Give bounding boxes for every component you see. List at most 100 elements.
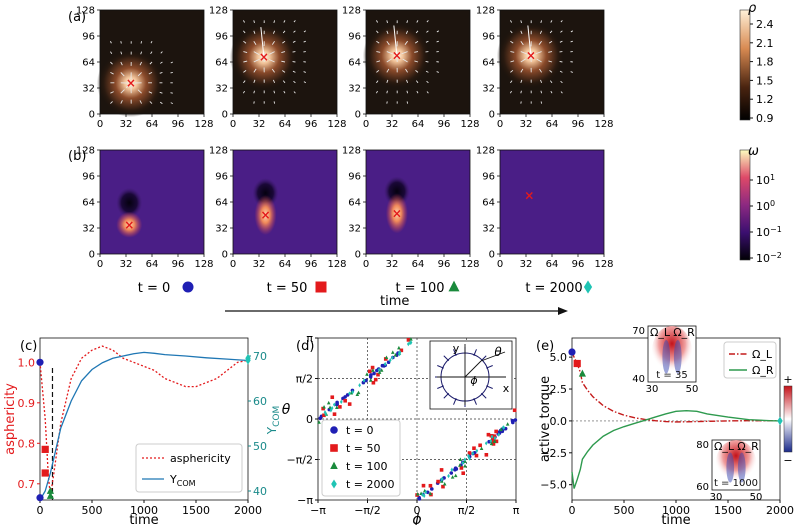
x-tick-label: −π: [310, 504, 326, 517]
velocity-arrow: [386, 68, 390, 73]
center-marker: ×: [126, 76, 136, 90]
velocity-arrow: [376, 90, 378, 94]
vorticity-xtick: 64: [146, 259, 159, 270]
y-tick-label: 0.7: [18, 478, 36, 491]
vorticity-xtick: 64: [279, 259, 292, 270]
scatter-point: [415, 492, 420, 496]
omega-tick: 101: [756, 173, 775, 187]
vorticity-xtick: 96: [172, 259, 185, 270]
velocity-arrow: [243, 51, 248, 54]
velocity-arrow: [376, 51, 381, 53]
scatter-point: [379, 368, 384, 372]
density-snapshots: ×00323264649696128128×003232646496961281…: [76, 6, 614, 131]
snapshot-label: t = 100: [395, 281, 444, 296]
velocity-arrow: [273, 20, 276, 23]
vorticity-ytick: 128: [209, 146, 228, 157]
inset-left-label: Ω_L: [714, 440, 735, 453]
scatter-point: [358, 383, 361, 388]
density-ytick: 32: [482, 84, 495, 95]
density-ytick: 32: [348, 84, 361, 95]
scatter-point: [343, 395, 347, 399]
velocity-arrow: [425, 40, 429, 43]
velocity-arrow: [426, 20, 429, 23]
scatter-point: [428, 483, 433, 488]
scatter-point: [484, 441, 488, 446]
scatter-point: [449, 471, 454, 475]
velocity-arrow: [415, 80, 419, 84]
velocity-arrow: [401, 51, 408, 55]
scatter-point: [371, 368, 375, 372]
scatter-point: [368, 374, 373, 379]
inset-arrow: [486, 385, 493, 389]
velocity-arrow: [271, 40, 275, 45]
density-ytick: 128: [209, 6, 228, 17]
y-axis-label: active torque: [538, 376, 553, 462]
vorticity-center-marker: ×: [124, 218, 134, 232]
vorticity-ytick: 0: [489, 250, 495, 261]
vorticity-panel: × 00 32 32 64 64 96 96 128 128: [476, 146, 614, 271]
vorticity-xtick: 128: [594, 259, 613, 270]
velocity-arrow: [520, 79, 523, 83]
velocity-arrow: [548, 51, 553, 53]
velocity-arrow: [120, 51, 123, 55]
omega-symbol: ω: [748, 144, 759, 159]
direction-arrow: [393, 25, 398, 56]
velocity-arrow: [510, 51, 515, 53]
velocity-arrow: [436, 30, 440, 33]
velocity-arrow: [120, 100, 123, 104]
density-ytick: 0: [489, 110, 495, 121]
y-tick-label: −5.0: [540, 479, 567, 492]
time-marker: [578, 369, 586, 377]
velocity-arrow: [406, 79, 409, 83]
vorticity-xtick: 64: [412, 259, 425, 270]
velocity-arrow: [376, 80, 379, 84]
velocity-arrow: [281, 60, 286, 63]
x-tick-label: π: [513, 504, 520, 517]
velocity-arrow: [539, 30, 543, 34]
y-tick-label: 0: [306, 413, 313, 426]
scatter-point: [370, 365, 375, 370]
scatter-point: [489, 438, 493, 444]
density-ytick: 64: [348, 58, 361, 69]
velocity-arrow: [293, 80, 296, 84]
density-xtick: 64: [412, 119, 425, 130]
legend-label: Ω_R: [752, 364, 774, 377]
scatter-point: [381, 363, 386, 368]
density-xtick: 64: [146, 119, 159, 130]
velocity-arrow: [273, 90, 276, 94]
x-axis-label: ϕ: [412, 512, 421, 525]
inset-heatmap-red: [715, 440, 757, 485]
velocity-arrow: [253, 58, 260, 63]
vorticity-center-marker: ×: [392, 206, 402, 220]
y2-tick-label: 70: [253, 350, 267, 363]
velocity-arrow: [520, 40, 524, 46]
scatter-point: [497, 432, 501, 437]
vorticity-background: [500, 150, 604, 254]
direction-arrow: [260, 27, 265, 58]
vorticity-ytick: 96: [348, 172, 361, 183]
rho-colorbar: ρ 2.4 2.1 1.8 1.5 1.2 0.9: [739, 1, 774, 125]
inset-ytick: 40: [632, 374, 645, 385]
y-tick-label: π: [306, 332, 313, 345]
vorticity-ytick: 0: [222, 250, 228, 261]
velocity-arrow: [137, 89, 142, 94]
vorticity-ytick: 32: [482, 224, 495, 235]
velocity-arrow: [559, 70, 563, 73]
velocity-arrow: [510, 69, 514, 73]
omega-tick: 10−1: [756, 225, 782, 239]
velocity-arrow: [536, 58, 542, 63]
velocity-arrow: [293, 20, 296, 23]
x-tick-label: 1500: [714, 504, 742, 517]
inset-arrow: [453, 349, 457, 356]
velocity-arrow: [283, 90, 286, 94]
time-marker: [36, 358, 44, 366]
inset-xtick: 50: [686, 384, 699, 395]
scatter-point: [463, 463, 467, 468]
inset-arrow: [443, 392, 450, 399]
scatter-point: [468, 456, 471, 461]
scatter-point: [450, 475, 455, 479]
inset-heatmap-red: [651, 326, 693, 377]
vorticity-panel: × 00 32 32 64 64 96 96 128 128: [76, 146, 214, 271]
scatter-point: [492, 437, 496, 441]
